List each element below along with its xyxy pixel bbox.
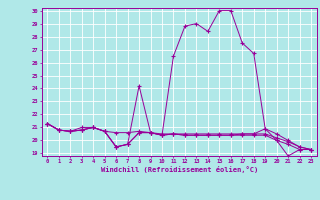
X-axis label: Windchill (Refroidissement éolien,°C): Windchill (Refroidissement éolien,°C): [100, 166, 258, 173]
